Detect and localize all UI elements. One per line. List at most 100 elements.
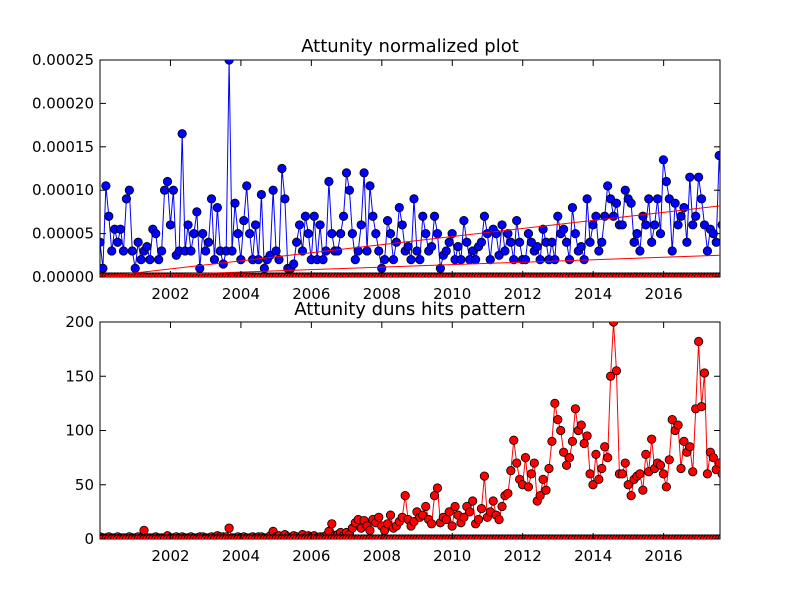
x-tick-label: 2010 <box>433 547 471 565</box>
data-point <box>620 458 630 468</box>
data-point <box>538 224 548 234</box>
data-point <box>559 224 569 234</box>
data-point <box>250 220 261 230</box>
data-point <box>374 246 384 256</box>
data-point <box>488 496 498 506</box>
x-tick-label: 2006 <box>292 285 330 303</box>
data-point <box>512 458 522 468</box>
y-tick-label: 0.00005 <box>32 225 94 243</box>
data-point <box>362 246 372 256</box>
data-point <box>242 181 252 191</box>
data-point <box>479 471 490 481</box>
data-point <box>227 246 237 256</box>
data-point <box>245 229 255 239</box>
data-point <box>711 237 720 247</box>
data-point <box>447 521 457 531</box>
data-point <box>450 501 460 512</box>
data-point <box>594 246 604 256</box>
data-point <box>512 215 522 226</box>
data-point <box>717 220 720 230</box>
data-point <box>183 220 193 230</box>
data-point <box>535 490 545 501</box>
data-point <box>459 512 469 522</box>
data-point <box>617 469 627 479</box>
data-point <box>682 237 692 247</box>
data-point <box>136 255 146 265</box>
data-point <box>394 202 404 213</box>
data-point <box>503 229 513 239</box>
data-point <box>588 220 598 230</box>
data-point <box>717 469 720 478</box>
data-point <box>500 246 510 256</box>
data-point <box>447 229 457 239</box>
data-point <box>617 220 627 230</box>
data-point <box>309 211 319 221</box>
y-tick-label: 0 <box>84 530 94 548</box>
data-point <box>274 255 284 265</box>
data-point <box>432 483 443 493</box>
data-point <box>559 447 569 457</box>
data-point <box>497 220 507 230</box>
data-point <box>415 255 425 265</box>
x-tick-label: 2004 <box>222 547 260 565</box>
series-line <box>100 205 720 277</box>
y-tick-label: 0.00000 <box>32 268 94 286</box>
data-point <box>139 525 149 535</box>
axes: 2002 2004 2006 2008 2010 2012 2014 2016 0 50 100 15… <box>65 313 720 565</box>
series-line <box>100 60 720 269</box>
data-point <box>644 194 654 204</box>
data-point <box>567 436 578 446</box>
data-point <box>582 194 592 204</box>
data-point <box>538 474 548 484</box>
data-point <box>661 482 671 492</box>
data-point <box>608 322 619 327</box>
x-tick-label: 2002 <box>151 285 189 303</box>
data-point <box>629 237 639 247</box>
data-point <box>432 229 443 239</box>
data-point <box>641 220 651 230</box>
axes: 2002 2004 2006 2008 2010 2012 2014 2016 0.00000 0… <box>32 51 720 303</box>
data-point <box>679 436 689 446</box>
data-point <box>699 368 710 378</box>
data-point <box>371 229 381 239</box>
data-point <box>212 202 222 213</box>
data-point <box>661 176 671 187</box>
data-point <box>198 229 208 239</box>
data-point <box>130 263 140 273</box>
data-point <box>664 455 674 465</box>
data-point <box>429 490 440 501</box>
data-point <box>462 237 472 247</box>
data-point <box>567 202 578 213</box>
data-point <box>561 460 572 470</box>
data-point <box>476 237 487 247</box>
data-point <box>585 469 595 479</box>
data-point <box>151 229 161 239</box>
data-point <box>594 474 604 484</box>
plot-frame <box>99 59 721 278</box>
data-point <box>597 237 607 247</box>
data-point <box>553 415 563 425</box>
x-tick-label: 2012 <box>504 547 542 565</box>
data-point <box>388 255 399 265</box>
data-point <box>603 181 613 191</box>
data-point <box>162 176 173 187</box>
x-tick-label: 2012 <box>504 285 542 303</box>
data-point <box>118 246 129 256</box>
data-point <box>509 255 519 265</box>
data-point <box>685 442 695 452</box>
data-point <box>121 194 132 204</box>
data-point <box>547 237 557 247</box>
data-point <box>100 237 105 247</box>
data-point <box>239 215 249 226</box>
data-point <box>694 172 704 182</box>
data-point <box>356 220 366 230</box>
x-tick-label: 2010 <box>433 285 471 303</box>
data-point <box>465 507 475 517</box>
data-point <box>526 469 536 479</box>
data-point <box>104 211 114 221</box>
data-point <box>550 255 560 265</box>
data-point <box>327 229 337 239</box>
data-point <box>224 60 234 65</box>
data-point <box>133 237 143 247</box>
